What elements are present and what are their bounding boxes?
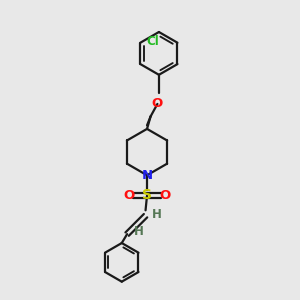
Text: S: S — [142, 188, 152, 203]
Text: H: H — [134, 225, 144, 238]
Text: O: O — [152, 98, 163, 110]
Text: O: O — [123, 189, 134, 202]
Text: Cl: Cl — [146, 35, 159, 48]
Text: N: N — [142, 169, 153, 182]
Text: H: H — [152, 208, 162, 221]
Text: O: O — [160, 189, 171, 202]
